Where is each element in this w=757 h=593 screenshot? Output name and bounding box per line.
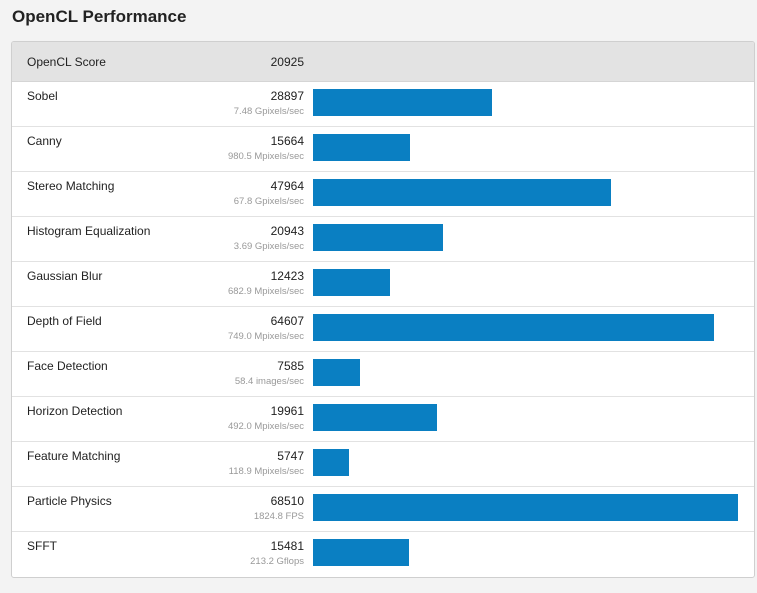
benchmark-bar [313,179,611,206]
benchmark-score: 12423 [270,269,304,283]
benchmark-row: SFFT 15481 213.2 Gflops [12,532,754,576]
summary-label: OpenCL Score [27,55,106,69]
benchmark-row: Horizon Detection 19961 492.0 Mpixels/sec [12,397,754,442]
benchmark-name: Particle Physics [27,494,112,508]
summary-score: 20925 [270,55,304,69]
benchmark-rate: 118.9 Mpixels/sec [228,466,304,477]
benchmark-row: Depth of Field 64607 749.0 Mpixels/sec [12,307,754,352]
benchmark-rate: 492.0 Mpixels/sec [227,421,304,432]
benchmark-bar [313,314,714,341]
benchmark-name: Canny [27,134,62,148]
benchmark-name: Horizon Detection [27,404,123,418]
benchmark-rate: 980.5 Mpixels/sec [227,151,304,162]
benchmark-bar [313,224,443,251]
benchmark-rate: 67.8 Gpixels/sec [233,196,304,207]
benchmark-name: Feature Matching [27,449,121,463]
benchmark-score: 7585 [277,359,304,373]
benchmark-row: Feature Matching 5747 118.9 Mpixels/sec [12,442,754,487]
benchmark-rate: 7.48 Gpixels/sec [233,106,304,117]
benchmark-score: 64607 [270,314,304,328]
benchmark-row: Canny 15664 980.5 Mpixels/sec [12,127,754,172]
benchmark-bar [313,494,738,521]
benchmark-row: Particle Physics 68510 1824.8 FPS [12,487,754,532]
benchmark-score: 68510 [270,494,304,508]
benchmark-rows: Sobel 28897 7.48 Gpixels/sec Canny 15664 980.… [12,82,754,576]
benchmark-score: 5747 [277,449,304,463]
benchmark-name: Gaussian Blur [27,269,103,283]
benchmark-name: Sobel [27,89,58,103]
benchmark-name: SFFT [27,539,57,553]
benchmark-bar [313,404,437,431]
benchmark-score: 15481 [270,539,304,553]
benchmark-score: 20943 [270,224,304,238]
benchmark-row: Face Detection 7585 58.4 images/sec [12,352,754,397]
benchmark-bar [313,359,360,386]
benchmark-bar [313,89,492,116]
benchmark-rate: 3.69 Gpixels/sec [233,241,304,252]
summary-row: OpenCL Score 20925 [12,42,754,82]
benchmark-name: Depth of Field [27,314,102,328]
benchmark-bar [313,539,409,566]
benchmark-bar [313,269,390,296]
benchmark-name: Stereo Matching [27,179,115,193]
benchmark-row: Sobel 28897 7.48 Gpixels/sec [12,82,754,127]
benchmark-rate: 213.2 Gflops [250,556,304,567]
benchmark-score: 19961 [270,404,304,418]
benchmark-bar [313,449,349,476]
benchmark-rate: 749.0 Mpixels/sec [227,331,304,342]
benchmark-panel: OpenCL Score 20925 Sobel 28897 7.48 Gpixel… [11,41,755,578]
benchmark-score: 15664 [270,134,304,148]
benchmark-rate: 682.9 Mpixels/sec [227,286,304,297]
benchmark-rate: 58.4 images/sec [234,376,304,387]
benchmark-row: Gaussian Blur 12423 682.9 Mpixels/sec [12,262,754,307]
benchmark-rate: 1824.8 FPS [253,511,304,522]
benchmark-name: Histogram Equalization [27,224,151,238]
benchmark-row: Stereo Matching 47964 67.8 Gpixels/sec [12,172,754,217]
benchmark-name: Face Detection [27,359,108,373]
benchmark-bar [313,134,410,161]
page-title: OpenCL Performance [12,7,187,26]
benchmark-row: Histogram Equalization 20943 3.69 Gpixels/… [12,217,754,262]
benchmark-score: 47964 [270,179,304,193]
benchmark-score: 28897 [270,89,304,103]
